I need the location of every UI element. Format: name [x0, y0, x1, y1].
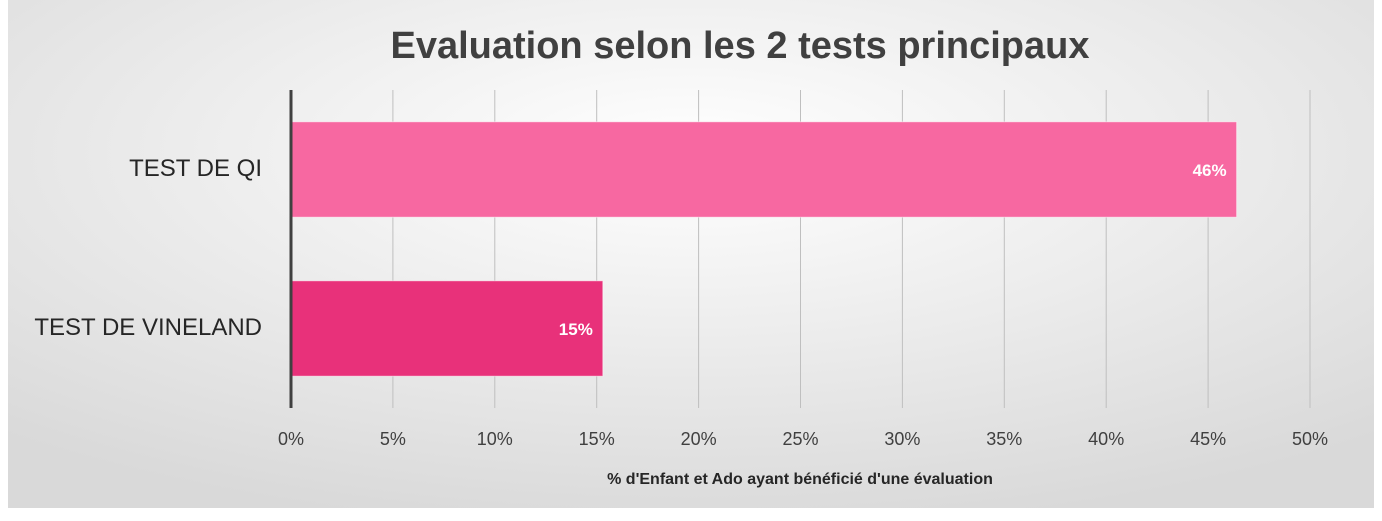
background — [8, 0, 1374, 508]
x-tick-label: 5% — [380, 429, 406, 449]
x-tick-label: 20% — [681, 429, 717, 449]
x-tick-label: 40% — [1088, 429, 1124, 449]
data-label: 15% — [559, 320, 593, 339]
chart-title: Evaluation selon les 2 tests principaux — [390, 25, 1089, 67]
x-tick-label: 15% — [579, 429, 615, 449]
x-tick-label: 25% — [782, 429, 818, 449]
x-tick-label: 35% — [986, 429, 1022, 449]
x-tick-label: 0% — [278, 429, 304, 449]
x-tick-label: 45% — [1190, 429, 1226, 449]
data-label: 46% — [1193, 161, 1227, 180]
x-tick-label: 10% — [477, 429, 513, 449]
x-tick-label: 50% — [1292, 429, 1328, 449]
y-tick-label: TEST DE QI — [129, 155, 262, 182]
y-tick-label: TEST DE VINELAND — [34, 314, 262, 341]
bar — [290, 280, 604, 377]
x-axis-title: % d'Enfant et Ado ayant bénéficié d'une … — [607, 471, 993, 488]
bar — [290, 121, 1238, 218]
x-tick-label: 30% — [884, 429, 920, 449]
